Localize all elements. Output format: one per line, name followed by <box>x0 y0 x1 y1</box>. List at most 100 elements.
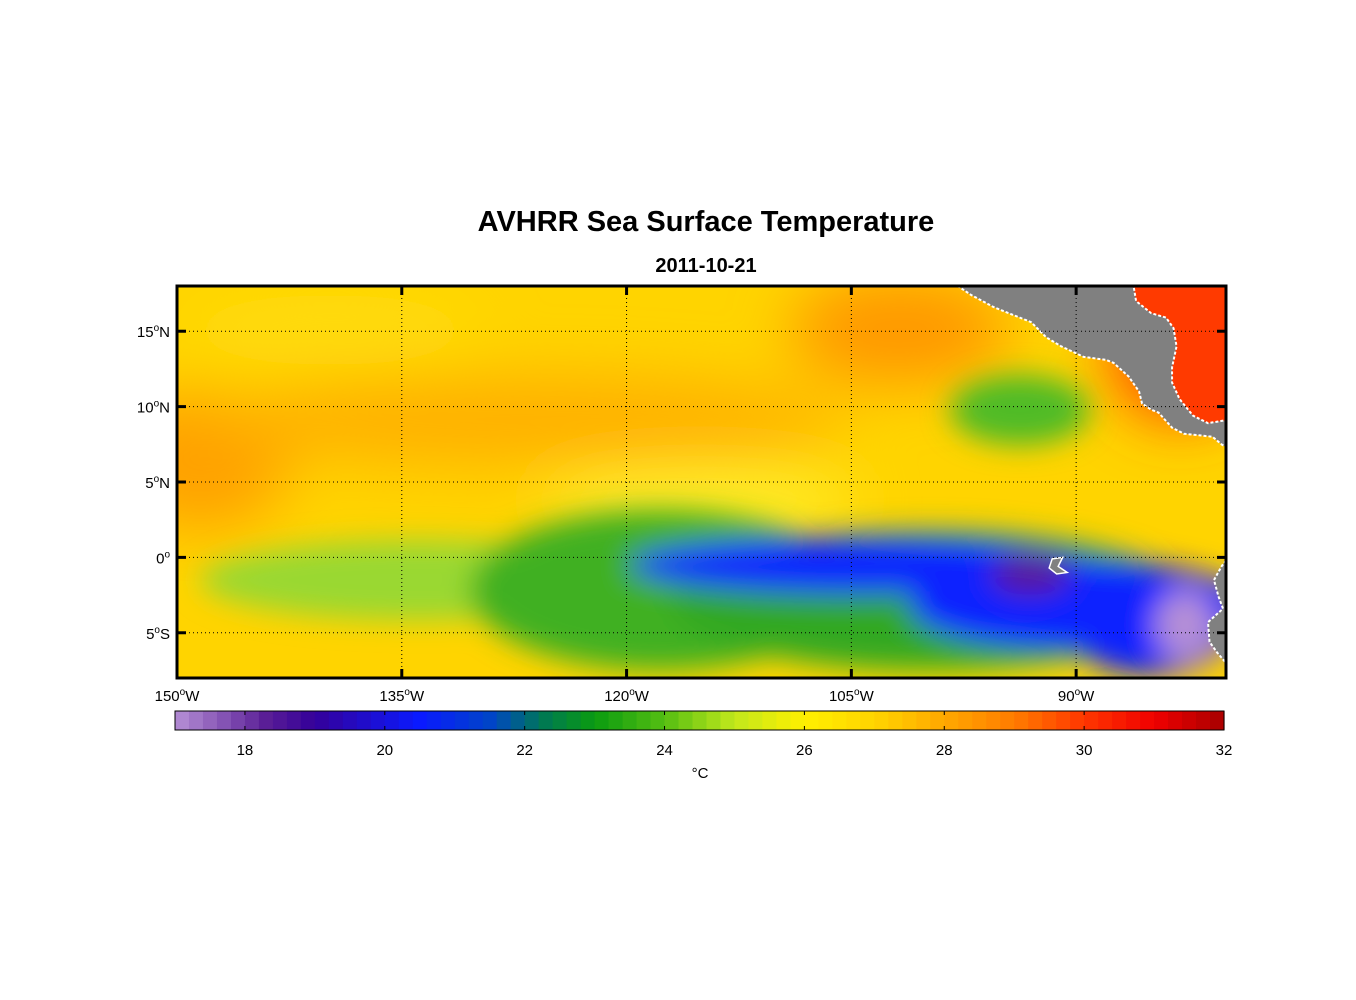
colorbar-swatch <box>440 711 456 730</box>
colorbar-swatch <box>664 711 680 730</box>
colorbar-swatch <box>1126 711 1141 730</box>
colorbar-swatch <box>202 711 218 730</box>
colorbar-swatch <box>258 711 274 730</box>
colorbar-swatch <box>370 711 386 730</box>
colorbar-tick-label: 30 <box>1076 742 1093 759</box>
colorbar-tick-label: 28 <box>936 742 953 759</box>
colorbar-swatch <box>818 711 833 730</box>
colorbar-swatch <box>692 711 708 730</box>
colorbar-swatch <box>1210 711 1225 730</box>
colorbar-swatch <box>930 711 945 730</box>
colorbar-swatch <box>650 711 666 730</box>
colorbar-swatch <box>902 711 917 730</box>
colorbar-swatch <box>832 711 847 730</box>
colorbar-swatch <box>482 711 498 730</box>
colorbar-swatch <box>678 711 694 730</box>
colorbar-swatch <box>175 711 190 730</box>
caribbean-sea <box>1132 286 1226 425</box>
map-area <box>177 286 1226 678</box>
lon-tick-label: 150oW <box>155 687 201 705</box>
colorbar-swatch <box>188 711 204 730</box>
colorbar-swatch <box>328 711 344 730</box>
colorbar-swatch <box>776 711 792 730</box>
colorbar-swatch <box>594 711 610 730</box>
colorbar-swatch <box>944 711 959 730</box>
colorbar-swatch <box>706 711 722 730</box>
colorbar-swatch <box>468 711 484 730</box>
colorbar-swatch <box>552 711 568 730</box>
colorbar-swatch <box>454 711 470 730</box>
colorbar-swatch <box>720 711 736 730</box>
colorbar-swatch <box>1098 711 1113 730</box>
colorbar-swatch <box>790 711 805 730</box>
lon-tick-label: 120oW <box>604 687 650 705</box>
colorbar-swatch <box>608 711 624 730</box>
lon-tick-label: 105oW <box>829 687 875 705</box>
colorbar-swatch <box>216 711 232 730</box>
chart-title: AVHRR Sea Surface Temperature <box>477 206 935 238</box>
colorbar-swatch <box>580 711 596 730</box>
colorbar-swatch <box>888 711 903 730</box>
galapagos-islands <box>1048 556 1070 575</box>
colorbar-swatch <box>230 711 246 730</box>
colorbar-swatch <box>342 711 358 730</box>
map-tick-marks <box>175 286 1226 678</box>
lat-tick-label: 5oS <box>146 625 170 643</box>
lon-tick-label: 135oW <box>379 687 425 705</box>
colorbar-unit-label: °C <box>692 765 709 782</box>
lon-tick-label: 90oW <box>1058 687 1095 705</box>
colorbar-swatch <box>384 711 400 730</box>
colorbar-swatch <box>1000 711 1015 730</box>
south-america-land <box>1206 558 1226 665</box>
colorbar-swatch <box>398 711 414 730</box>
colorbar-swatch <box>1056 711 1071 730</box>
colorbar-swatch <box>524 711 540 730</box>
colorbar-tick-label: 22 <box>516 742 533 759</box>
colorbar-swatch <box>846 711 861 730</box>
lat-tick-label: 15oN <box>137 323 170 341</box>
colorbar-swatch <box>356 711 372 730</box>
colorbar-swatch <box>636 711 652 730</box>
colorbar-swatch <box>1154 711 1169 730</box>
colorbar-tick-label: 20 <box>376 742 393 759</box>
colorbar-swatch <box>1042 711 1057 730</box>
lat-tick-label: 0o <box>156 549 170 567</box>
latitude-labels: 15oN 10oN 5oN 0o 5oS <box>137 323 171 643</box>
lat-tick-label: 5oN <box>145 474 170 492</box>
colorbar-swatch <box>314 711 330 730</box>
colorbar-swatch <box>566 711 582 730</box>
colorbar-swatch <box>1182 711 1197 730</box>
colorbar-swatch <box>1028 711 1043 730</box>
colorbar-swatch <box>426 711 442 730</box>
colorbar-swatch <box>244 711 260 730</box>
colorbar-swatch <box>1070 711 1085 730</box>
colorbar <box>174 710 1225 731</box>
colorbar-swatch <box>496 711 512 730</box>
land-masses <box>955 286 1226 665</box>
colorbar-swatch <box>916 711 931 730</box>
colorbar-swatch <box>1014 711 1029 730</box>
colorbar-tick-label: 18 <box>237 742 254 759</box>
colorbar-swatch <box>622 711 638 730</box>
colorbar-swatch <box>986 711 1001 730</box>
colorbar-swatch <box>538 711 554 730</box>
colorbar-tick-label: 26 <box>796 742 813 759</box>
colorbar-swatch <box>1196 711 1211 730</box>
colorbar-swatch <box>272 711 288 730</box>
colorbar-swatch <box>972 711 987 730</box>
colorbar-swatch <box>1084 711 1099 730</box>
colorbar-swatch <box>510 711 526 730</box>
colorbar-tick-labels: 18 20 22 24 26 28 30 32 <box>237 742 1233 759</box>
colorbar-swatch <box>748 711 764 730</box>
colorbar-swatch <box>1140 711 1155 730</box>
chart-subtitle: 2011-10-21 <box>655 255 757 277</box>
colorbar-tick-label: 24 <box>656 742 673 759</box>
colorbar-frame <box>174 710 1225 731</box>
colorbar-tick-label: 32 <box>1216 742 1233 759</box>
colorbar-swatch <box>1112 711 1127 730</box>
colorbar-swatch <box>734 711 750 730</box>
colorbar-swatch <box>804 711 819 730</box>
colorbar-swatch <box>286 711 302 730</box>
colorbar-swatch <box>762 711 778 730</box>
colorbar-swatch <box>412 711 428 730</box>
